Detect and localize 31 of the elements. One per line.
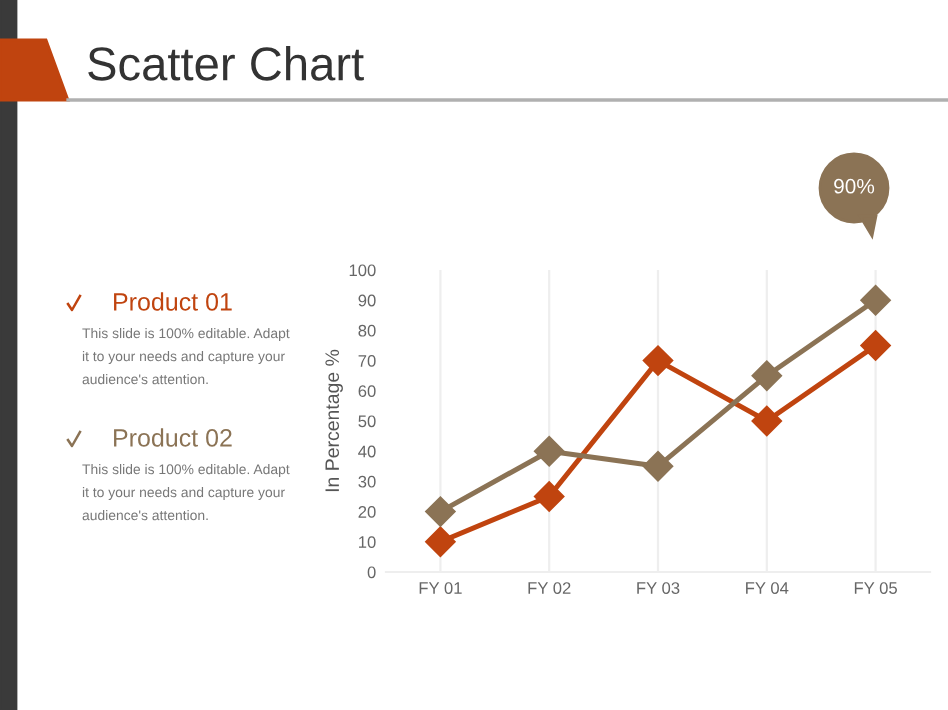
- x-tick-label: FY 01: [419, 582, 462, 594]
- y-tick-label: 100: [349, 264, 376, 277]
- point: [425, 496, 456, 527]
- point: [751, 405, 782, 437]
- y-tick-label: 40: [358, 445, 376, 458]
- y-tick-label: 70: [358, 355, 376, 367]
- x-tick-label: FY 04: [746, 582, 789, 594]
- text: 90%: [834, 178, 875, 194]
- point: [534, 481, 565, 512]
- y-tick-label: 30: [358, 475, 376, 488]
- x-tick-label: FY 02: [528, 582, 571, 594]
- y-tick-label: 90: [358, 294, 376, 307]
- point: [751, 360, 782, 391]
- legend-label: Product 01: [114, 292, 232, 311]
- y-tick-label: 60: [358, 385, 376, 397]
- x-tick-label: FY 05: [854, 582, 897, 594]
- chart-title: Scatter Chart: [88, 45, 364, 81]
- legend-label: Product 02: [114, 428, 232, 447]
- y-tick-label: 10: [359, 536, 376, 548]
- point: [860, 285, 891, 316]
- y-axis-title: In Percentage %: [325, 349, 343, 492]
- x-tick-label: FY 03: [637, 582, 680, 594]
- y-tick-label: 20: [358, 506, 376, 518]
- point: [642, 451, 674, 482]
- y-tick-label: 0: [367, 566, 376, 579]
- y-tick-label: 80: [358, 324, 376, 337]
- point: [425, 526, 456, 557]
- point: [534, 436, 565, 467]
- point: [860, 330, 891, 361]
- y-tick-label: 50: [358, 415, 376, 428]
- point: [642, 345, 674, 376]
